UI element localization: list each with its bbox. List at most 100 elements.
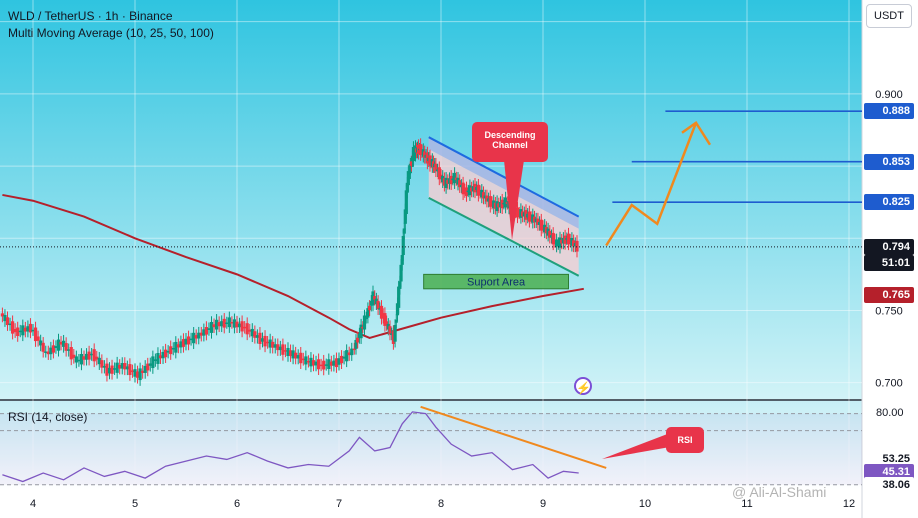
candle-body[interactable] xyxy=(329,361,333,366)
indicator-legend[interactable]: Multi Moving Average (10, 25, 50, 100) xyxy=(8,26,214,40)
candle-body[interactable] xyxy=(13,329,17,333)
candle-body[interactable] xyxy=(258,332,262,344)
candle-body[interactable] xyxy=(404,190,408,215)
candle-body[interactable] xyxy=(488,196,492,207)
candle-body[interactable] xyxy=(568,239,572,242)
candle-body[interactable] xyxy=(406,171,410,186)
candle-body[interactable] xyxy=(324,364,328,366)
candle-body[interactable] xyxy=(217,322,221,327)
candle-body[interactable] xyxy=(374,298,378,305)
candle-body[interactable] xyxy=(504,197,508,208)
candle-body[interactable] xyxy=(95,356,99,360)
candle-body[interactable] xyxy=(526,213,530,218)
candle-body[interactable] xyxy=(123,363,127,370)
candle-body[interactable] xyxy=(359,324,363,339)
candle-body[interactable] xyxy=(115,362,119,373)
candle-body[interactable] xyxy=(517,212,521,215)
candle-body[interactable] xyxy=(505,202,509,204)
candle-body[interactable] xyxy=(560,239,564,244)
candle-body[interactable] xyxy=(470,187,474,192)
candle-body[interactable] xyxy=(373,296,377,300)
candle-body[interactable] xyxy=(77,359,81,362)
candle-body[interactable] xyxy=(67,349,71,351)
candle-body[interactable] xyxy=(487,198,491,202)
candle-body[interactable] xyxy=(87,351,91,360)
candle-body[interactable] xyxy=(459,184,463,188)
candle-body[interactable] xyxy=(483,195,487,199)
candle-body[interactable] xyxy=(299,352,303,364)
candle-body[interactable] xyxy=(364,317,368,320)
candle-body[interactable] xyxy=(222,318,226,328)
candle-body[interactable] xyxy=(447,178,452,184)
candle-body[interactable] xyxy=(558,237,562,248)
candle-body[interactable] xyxy=(409,161,414,166)
candle-body[interactable] xyxy=(342,356,346,359)
candle-body[interactable] xyxy=(391,331,395,344)
candle-body[interactable] xyxy=(451,178,455,181)
candle-body[interactable] xyxy=(390,333,394,335)
candle-body[interactable] xyxy=(166,350,170,353)
candle-body[interactable] xyxy=(337,358,341,365)
candle-body[interactable] xyxy=(549,235,554,238)
candle-body[interactable] xyxy=(566,233,571,245)
candle-body[interactable] xyxy=(23,327,27,332)
candle-body[interactable] xyxy=(407,173,411,175)
candle-body[interactable] xyxy=(347,352,351,356)
candle-body[interactable] xyxy=(138,368,142,381)
moving-average-line[interactable] xyxy=(2,193,584,339)
candle-body[interactable] xyxy=(273,344,277,348)
candle-body[interactable] xyxy=(51,345,55,353)
candle-body[interactable] xyxy=(492,200,496,209)
candle-body[interactable] xyxy=(194,335,198,339)
candle-body[interactable] xyxy=(82,356,86,360)
candle-body[interactable] xyxy=(357,333,361,338)
candle-body[interactable] xyxy=(16,327,20,337)
candle-body[interactable] xyxy=(402,228,406,234)
candle-body[interactable] xyxy=(41,342,45,352)
candle-body[interactable] xyxy=(399,264,403,282)
candle-body[interactable] xyxy=(563,235,567,244)
candle-body[interactable] xyxy=(437,167,441,180)
candle-body[interactable] xyxy=(383,313,387,326)
candle-body[interactable] xyxy=(158,355,163,359)
candle-body[interactable] xyxy=(120,363,124,369)
candle-body[interactable] xyxy=(371,291,375,306)
candle-body[interactable] xyxy=(456,177,460,185)
candle-body[interactable] xyxy=(543,224,547,233)
candle-body[interactable] xyxy=(309,357,313,367)
candle-body[interactable] xyxy=(521,211,525,217)
candle-body[interactable] xyxy=(179,341,183,348)
candle-body[interactable] xyxy=(128,364,132,376)
candle-body[interactable] xyxy=(408,163,412,174)
candle-body[interactable] xyxy=(468,185,472,196)
candle-body[interactable] xyxy=(524,210,528,220)
candle-body[interactable] xyxy=(36,336,40,341)
candle-body[interactable] xyxy=(3,314,7,322)
candle-body[interactable] xyxy=(100,360,104,368)
candle-body[interactable] xyxy=(573,243,577,247)
candle-body[interactable] xyxy=(345,350,349,362)
candle-body[interactable] xyxy=(570,237,574,246)
candle-body[interactable] xyxy=(220,321,224,327)
candle-body[interactable] xyxy=(202,329,206,336)
candle-body[interactable] xyxy=(207,328,211,330)
candle-body[interactable] xyxy=(11,321,15,334)
candle-body[interactable] xyxy=(301,358,305,361)
candle-body[interactable] xyxy=(248,329,252,332)
candle-body[interactable] xyxy=(449,175,453,185)
candle-body[interactable] xyxy=(153,359,157,362)
candle-body[interactable] xyxy=(46,351,50,355)
candle-body[interactable] xyxy=(113,368,117,370)
candle-body[interactable] xyxy=(31,329,35,332)
rsi-line[interactable] xyxy=(2,411,579,483)
candle-body[interactable] xyxy=(352,348,356,351)
candle-body[interactable] xyxy=(464,187,469,196)
support-area-box[interactable] xyxy=(423,273,569,290)
candle-body[interactable] xyxy=(395,303,400,316)
candle-body[interactable] xyxy=(62,340,66,347)
candle-body[interactable] xyxy=(362,315,367,330)
candle-body[interactable] xyxy=(212,324,216,328)
candle-body[interactable] xyxy=(164,349,168,358)
currency-button[interactable]: USDT xyxy=(866,4,912,28)
candle-body[interactable] xyxy=(458,180,462,188)
